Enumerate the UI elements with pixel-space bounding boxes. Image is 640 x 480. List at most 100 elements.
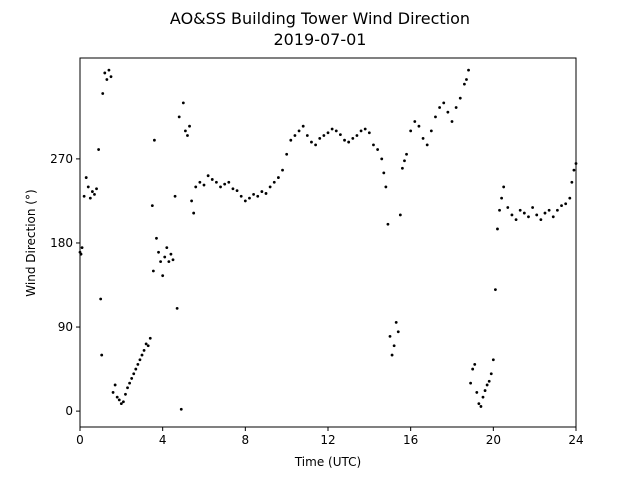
data-point xyxy=(471,367,475,371)
x-tick-label: 20 xyxy=(486,433,501,447)
data-point xyxy=(339,133,342,137)
data-point xyxy=(572,168,576,172)
data-point xyxy=(479,405,483,408)
data-point xyxy=(194,185,198,189)
data-point xyxy=(450,120,454,123)
data-point xyxy=(314,143,317,147)
data-point xyxy=(330,127,334,131)
data-point xyxy=(467,68,470,72)
y-tick-label: 270 xyxy=(50,152,73,166)
data-point xyxy=(560,204,563,208)
data-point xyxy=(138,358,142,362)
data-point xyxy=(496,227,499,231)
data-point xyxy=(132,372,136,376)
data-point xyxy=(153,138,156,142)
data-point xyxy=(535,213,539,217)
data-point xyxy=(498,208,501,212)
data-point xyxy=(310,140,313,144)
data-point xyxy=(157,250,160,254)
data-point xyxy=(119,402,123,406)
data-point xyxy=(510,213,514,217)
data-point xyxy=(527,215,530,219)
chart-title: AO&SS Building Tower Wind Direction xyxy=(170,9,470,28)
data-point xyxy=(179,407,183,411)
data-point xyxy=(522,211,526,215)
data-point xyxy=(165,246,169,250)
data-point xyxy=(128,381,132,385)
data-point xyxy=(289,138,293,142)
data-point xyxy=(491,358,495,362)
data-point xyxy=(142,348,146,352)
data-point xyxy=(285,152,289,156)
data-point xyxy=(483,389,487,392)
data-point xyxy=(126,386,129,390)
x-tick-label: 12 xyxy=(320,433,335,447)
data-point xyxy=(425,143,429,147)
data-point xyxy=(574,162,578,165)
data-point xyxy=(293,134,297,137)
data-point xyxy=(564,202,568,206)
data-point xyxy=(97,148,100,151)
data-point xyxy=(473,363,477,366)
data-point xyxy=(551,215,555,219)
data-point xyxy=(359,129,363,133)
data-point xyxy=(223,182,227,186)
data-point xyxy=(260,190,264,193)
data-point xyxy=(239,194,243,198)
data-point xyxy=(434,115,437,119)
data-point xyxy=(318,136,322,140)
data-point xyxy=(109,75,113,79)
data-point xyxy=(487,379,491,383)
data-point xyxy=(188,124,191,128)
data-point xyxy=(392,344,396,348)
data-point xyxy=(547,208,551,212)
data-point xyxy=(215,180,218,184)
data-point xyxy=(103,71,107,75)
chart-subtitle: 2019-07-01 xyxy=(274,30,367,49)
data-point xyxy=(107,68,111,72)
data-point xyxy=(556,208,559,212)
data-point xyxy=(190,199,194,203)
x-tick-label: 0 xyxy=(76,433,84,447)
x-axis-label: Time (UTC) xyxy=(294,455,361,469)
data-point xyxy=(184,129,187,133)
data-point xyxy=(485,383,489,387)
data-point xyxy=(442,101,446,105)
data-point xyxy=(219,185,222,189)
data-point xyxy=(130,377,134,380)
data-point xyxy=(99,297,103,301)
data-point xyxy=(438,106,441,109)
data-point xyxy=(531,206,534,209)
data-point xyxy=(543,211,547,215)
data-point xyxy=(380,157,384,161)
data-point xyxy=(394,320,398,324)
data-point xyxy=(568,196,572,200)
data-point xyxy=(388,334,392,338)
data-point xyxy=(502,185,506,189)
data-point xyxy=(148,336,152,340)
data-point xyxy=(86,185,90,189)
data-point xyxy=(206,174,210,178)
data-point xyxy=(227,180,231,184)
data-point xyxy=(475,391,479,394)
data-point xyxy=(326,131,330,135)
data-point xyxy=(469,381,472,385)
data-point xyxy=(390,353,394,357)
data-point xyxy=(198,180,202,184)
data-point xyxy=(465,78,468,81)
data-point xyxy=(384,185,388,189)
data-point xyxy=(248,196,251,200)
data-point xyxy=(398,213,402,217)
data-point xyxy=(405,152,408,156)
data-point xyxy=(481,395,485,399)
data-point xyxy=(421,136,425,140)
data-point xyxy=(111,391,115,394)
data-point xyxy=(91,190,94,193)
data-point xyxy=(80,246,84,250)
data-point xyxy=(347,140,351,144)
x-tick-label: 4 xyxy=(159,433,167,447)
data-point xyxy=(140,353,144,357)
data-point xyxy=(382,171,386,175)
data-point xyxy=(134,367,138,371)
